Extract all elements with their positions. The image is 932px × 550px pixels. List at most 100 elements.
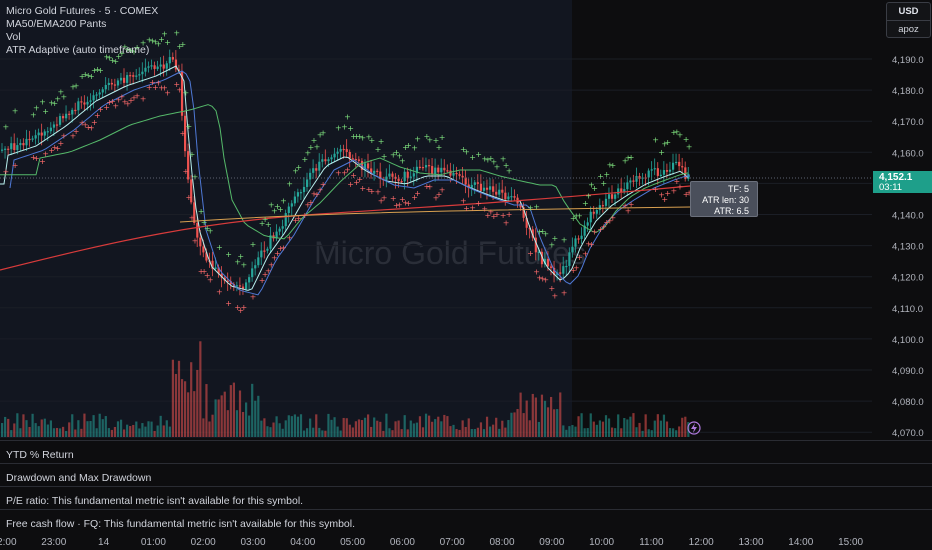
atr-upper-marker: + [561, 236, 568, 245]
candle-body [144, 67, 147, 72]
atr-upper-marker: + [201, 218, 208, 227]
candle-body [668, 169, 672, 172]
candle-body [440, 167, 443, 173]
candle-body [104, 84, 107, 90]
volume-bar [123, 429, 126, 437]
lightning-icon[interactable] [687, 421, 701, 435]
volume-bar [464, 426, 467, 437]
atr-upper-marker: + [552, 234, 559, 243]
time-tick-label: 06:00 [389, 537, 415, 548]
volume-bar [476, 427, 479, 437]
pane-ytd-return[interactable]: YTD % Return [0, 440, 932, 463]
atr-lower-marker: + [460, 196, 467, 205]
legend-ma-ema[interactable]: MA50/EMA200 Pants [6, 18, 107, 30]
volume-bar [580, 413, 583, 437]
atr-lower-marker: + [305, 200, 312, 209]
atr-upper-marker: + [204, 224, 211, 233]
candle-body [464, 177, 467, 185]
currency-button[interactable]: USD [898, 6, 919, 17]
atr-upper-marker: + [155, 39, 162, 48]
atr-upper-marker: + [460, 145, 467, 154]
volume-bar [519, 392, 522, 437]
volume-bar [208, 421, 211, 437]
volume-bar [391, 430, 394, 437]
atr-lower-marker: + [73, 127, 80, 136]
atr-upper-marker: + [295, 163, 302, 172]
price-tick-label: 4,100.0 [892, 335, 924, 346]
volume-bar [68, 422, 71, 437]
volume-bar [107, 428, 110, 437]
atr-lower-marker: + [606, 216, 613, 225]
volume-bar [440, 421, 443, 437]
legend-vol[interactable]: Vol [6, 31, 21, 43]
atr-upper-marker: + [152, 38, 159, 47]
atr-lower-marker: + [542, 276, 549, 285]
volume-bar [22, 414, 25, 437]
atr-upper-marker: + [549, 240, 556, 249]
atr-upper-marker: + [308, 143, 315, 152]
price-tick-label: 4,170.0 [892, 117, 924, 128]
volume-bar [473, 429, 476, 437]
atr-lower-marker: + [536, 273, 543, 282]
atr-lower-marker: + [369, 187, 376, 196]
candle-body [83, 102, 86, 105]
atr-lower-marker: + [533, 267, 540, 276]
pane-free-cash-flow[interactable]: Free cash flow · FQ: This fundamental me… [0, 509, 932, 532]
candle-body [623, 189, 626, 193]
candle-body [284, 213, 287, 227]
atr-lower-marker: + [94, 111, 101, 120]
candle-body [184, 115, 187, 152]
volume-bar [86, 421, 89, 437]
atr-upper-marker: + [591, 184, 598, 193]
volume-bar [290, 416, 293, 437]
candle-body [476, 182, 479, 184]
time-axis[interactable]: 22:00 23:00 14 01:00 02:00 03:00 04:00 05:00 06:… [0, 534, 932, 550]
volume-bar [281, 428, 284, 437]
atr-lower-marker: + [33, 154, 40, 163]
legend-symbol[interactable]: Micro Gold Futures · 5 · COMEX [6, 5, 159, 17]
volume-bar [174, 373, 178, 437]
candle-body [4, 148, 7, 150]
pane-pe-ratio[interactable]: P/E ratio: This fundamental metric isn't… [0, 486, 932, 509]
atr-upper-marker: + [366, 132, 373, 141]
atr-upper-marker: + [378, 137, 385, 146]
candle-body [55, 124, 59, 126]
atr-upper-marker: + [686, 142, 693, 151]
atr-lower-marker: + [683, 190, 690, 199]
candle-body [196, 222, 199, 238]
volume-bar [653, 420, 656, 437]
price-chart[interactable]: Micro Gold Futures +++++++++++++++++++++… [0, 0, 932, 440]
atr-lower-marker: + [54, 144, 61, 153]
candle-body [565, 265, 568, 268]
atr-upper-marker: + [439, 133, 446, 142]
atr-upper-marker: + [652, 135, 659, 144]
atr-upper-marker: + [51, 99, 58, 108]
pane-drawdown[interactable]: Drawdown and Max Drawdown [0, 463, 932, 486]
volume-bar [577, 416, 580, 437]
time-tick-label: 03:00 [240, 537, 266, 548]
candle-body [638, 176, 641, 179]
volume-bar [309, 418, 312, 437]
atr-upper-marker: + [433, 136, 440, 145]
candle-body [190, 179, 193, 203]
candle-body [678, 161, 681, 167]
legend-atr[interactable]: ATR Adaptive (auto timeframe) [6, 44, 150, 56]
volume-bar [257, 395, 260, 437]
atr-upper-marker: + [674, 128, 681, 137]
volume-bar [141, 423, 144, 437]
scale-mode-button[interactable]: apoz [887, 20, 930, 35]
candle-body [13, 143, 16, 150]
volume-bar [611, 427, 614, 437]
atr-lower-marker: + [82, 120, 89, 129]
atr-lower-marker: + [70, 132, 77, 141]
volume-bar [553, 409, 556, 437]
last-price-label: 4,152.1 03:11 [873, 171, 932, 193]
candle-body [46, 131, 49, 133]
atr-upper-marker: + [161, 29, 168, 38]
candle-body [351, 158, 354, 160]
candle-body [424, 165, 428, 168]
volume-bar [522, 413, 525, 437]
chart-area[interactable]: Micro Gold Futures + + + + + + + + + + + + + + + + + + + + +… [0, 0, 932, 440]
time-tick-label: 01:00 [140, 537, 166, 548]
atr-lower-marker: + [488, 207, 495, 216]
